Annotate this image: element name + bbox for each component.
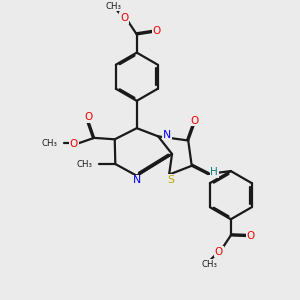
Text: O: O — [120, 13, 129, 23]
Text: H: H — [211, 167, 218, 177]
Text: S: S — [167, 175, 174, 184]
Text: CH₃: CH₃ — [41, 139, 57, 148]
Text: O: O — [246, 231, 255, 241]
Text: O: O — [214, 247, 223, 256]
Text: O: O — [85, 112, 93, 122]
Text: O: O — [70, 139, 78, 149]
Text: N: N — [133, 176, 141, 185]
Text: CH₃: CH₃ — [76, 160, 92, 169]
Text: O: O — [152, 26, 160, 37]
Text: CH₃: CH₃ — [202, 260, 218, 269]
Text: N: N — [163, 130, 171, 140]
Text: O: O — [190, 116, 198, 125]
Text: CH₃: CH₃ — [106, 2, 122, 11]
